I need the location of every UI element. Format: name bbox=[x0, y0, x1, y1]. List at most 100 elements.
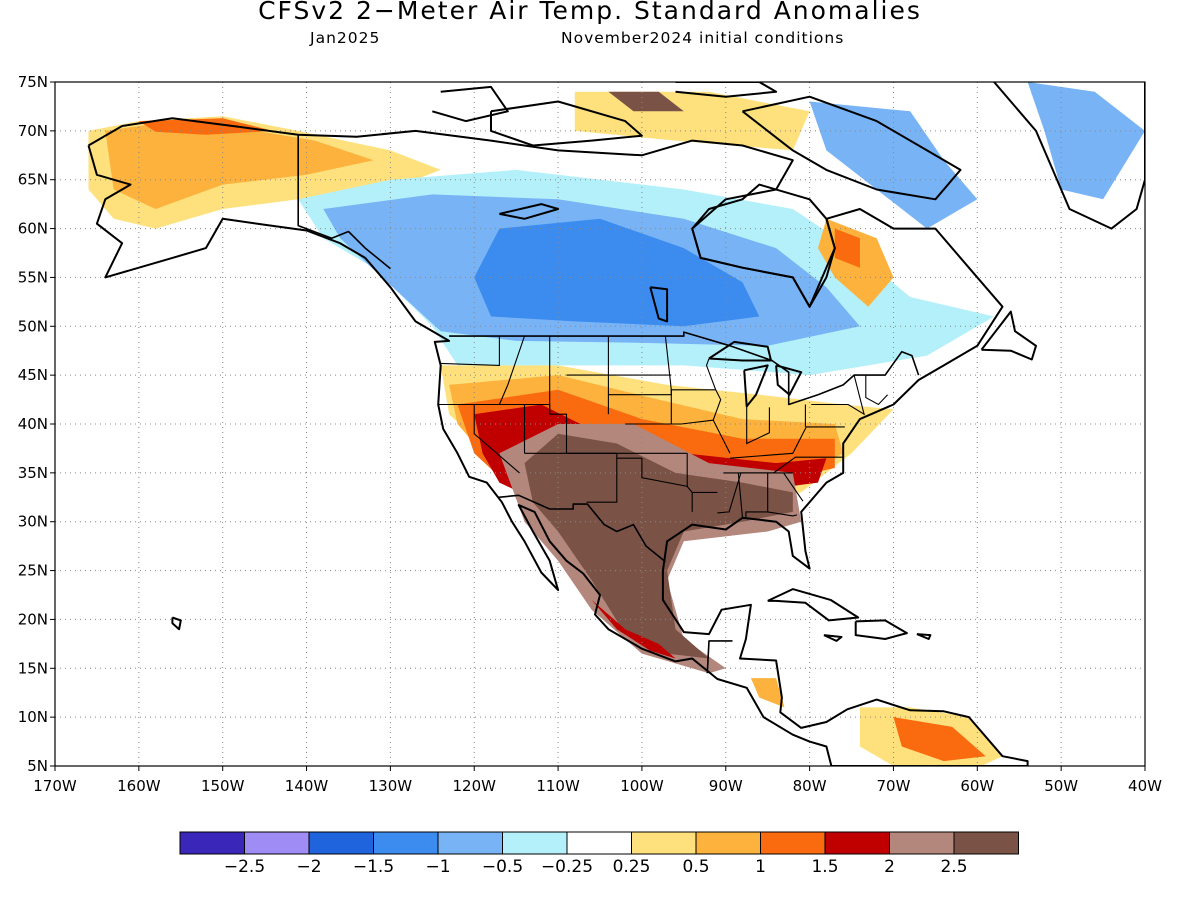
colorbar-swatch bbox=[502, 831, 568, 855]
anomaly-region-greenland-cold bbox=[1027, 82, 1145, 200]
colorbar-swatch bbox=[308, 831, 374, 855]
colorbar-swatch bbox=[566, 831, 632, 855]
state-boundary bbox=[686, 453, 693, 512]
colorbar-label: −2 bbox=[296, 857, 321, 877]
coastline-ellesmere-south bbox=[675, 82, 778, 98]
lat-tick-label: 20N bbox=[18, 610, 48, 628]
lat-tick-label: 70N bbox=[18, 122, 48, 140]
coastline-hawaii-big-island bbox=[171, 616, 182, 631]
lon-tick-label: 50W bbox=[1044, 777, 1078, 795]
colorbar-label: −0.5 bbox=[482, 857, 523, 877]
lon-tick-label: 100W bbox=[620, 777, 664, 795]
colorbar-label: −0.25 bbox=[541, 857, 593, 877]
coastline-baffin-island bbox=[741, 95, 962, 201]
border-us-canada-border bbox=[449, 331, 920, 406]
colorbar-label: −2.5 bbox=[224, 857, 265, 877]
lon-tick-label: 90W bbox=[709, 777, 743, 795]
colorbar-swatch bbox=[631, 831, 697, 855]
lat-tick-label: 10N bbox=[18, 708, 48, 726]
geography-layer bbox=[87, 82, 1145, 766]
state-boundary bbox=[712, 389, 731, 454]
lon-tick-label: 140W bbox=[285, 777, 329, 795]
axis-labels: 75N 70N 65N 60N 55N 50N 45N 40N 35N 30N 25N 20N 15N 1… bbox=[18, 73, 1162, 795]
lon-tick-label: 150W bbox=[201, 777, 245, 795]
state-boundary bbox=[745, 472, 769, 519]
state-boundary bbox=[473, 404, 520, 474]
coastline-hudson-bay bbox=[691, 183, 836, 308]
border-us-mexico-border bbox=[498, 494, 666, 563]
colorbar-label: 0.5 bbox=[682, 857, 709, 877]
border-alaska-canada-border bbox=[297, 134, 391, 270]
lon-tick-label: 160W bbox=[117, 777, 161, 795]
anomaly-region-arctic-islands-brown bbox=[608, 91, 684, 112]
colorbar: −2.5 −2 −1.5 −1 −0.5 −0.25 0.25 0.5 1 1.5 2 2.5 bbox=[179, 831, 1019, 877]
colorbar-swatch bbox=[695, 831, 761, 855]
anomaly-region-labrador-cold bbox=[809, 101, 978, 229]
lat-tick-label: 45N bbox=[18, 366, 48, 384]
lat-tick-label: 65N bbox=[18, 171, 48, 189]
lon-tick-label: 70W bbox=[877, 777, 911, 795]
state-boundary bbox=[498, 335, 526, 405]
map-title: CFSv2 2−Meter Air Temp. Standard Anomali… bbox=[258, 0, 922, 25]
lat-tick-label: 55N bbox=[18, 268, 48, 286]
state-boundary bbox=[767, 511, 798, 517]
coastline-lake-michigan bbox=[743, 364, 769, 408]
lat-tick-label: 35N bbox=[18, 464, 48, 482]
state-boundary bbox=[729, 426, 845, 459]
coastline-banks-island bbox=[432, 85, 509, 123]
state-boundary bbox=[737, 472, 744, 518]
coastline-cuba bbox=[767, 588, 860, 622]
colorbar-swatch bbox=[953, 831, 1019, 855]
state-boundary bbox=[746, 406, 770, 445]
anomaly-region-southwest-mexico-hottest bbox=[524, 433, 793, 659]
colorbar-label: 2 bbox=[884, 857, 895, 877]
colorbar-swatch bbox=[824, 831, 890, 855]
colorbar-swatch bbox=[437, 831, 503, 855]
colorbar-label: 1.5 bbox=[811, 857, 838, 877]
lon-tick-label: 60W bbox=[960, 777, 994, 795]
state-boundary bbox=[865, 375, 889, 406]
coastline-north-america-coast bbox=[87, 117, 1029, 766]
colorbar-swatch bbox=[244, 831, 310, 855]
state-boundary bbox=[440, 336, 500, 366]
colorbar-label: 0.25 bbox=[613, 857, 651, 877]
coastline-newfoundland bbox=[980, 310, 1037, 361]
colorbar-swatch bbox=[889, 831, 955, 855]
anomaly-region-venezuela-warm-core bbox=[893, 717, 986, 762]
lat-tick-label: 30N bbox=[18, 513, 48, 531]
lon-tick-label: 120W bbox=[452, 777, 496, 795]
state-boundary bbox=[608, 389, 716, 396]
lon-tick-label: 40W bbox=[1128, 777, 1162, 795]
anomaly-region-mexico-pacific-red bbox=[591, 599, 676, 659]
colorbar-swatch bbox=[373, 831, 439, 855]
anomaly-region-alaska-north-slope bbox=[138, 118, 273, 135]
coastline-lake-superior bbox=[708, 340, 772, 362]
lat-tick-label: 40N bbox=[18, 415, 48, 433]
lon-tick-label: 130W bbox=[369, 777, 413, 795]
lat-tick-label: 5N bbox=[27, 757, 48, 775]
lat-tick-label: 75N bbox=[18, 73, 48, 91]
target-month-label: Jan2025 bbox=[310, 29, 381, 47]
state-boundary bbox=[625, 419, 715, 425]
lat-tick-label: 50N bbox=[18, 317, 48, 335]
colorbar-label: 2.5 bbox=[940, 857, 967, 877]
anomaly-region-canada-cold-core bbox=[474, 218, 760, 327]
lat-tick-label: 25N bbox=[18, 562, 48, 580]
lat-tick-label: 15N bbox=[18, 659, 48, 677]
coastline-jamaica bbox=[823, 634, 843, 642]
anomaly-region-quebec-warm-core bbox=[834, 228, 860, 268]
colorbar-swatch bbox=[760, 831, 826, 855]
coastline-greenland-coast bbox=[993, 82, 1145, 230]
coastline-great-slave-lake bbox=[499, 203, 560, 220]
state-boundary bbox=[811, 374, 865, 416]
state-boundary bbox=[705, 358, 717, 390]
lon-tick-label: 80W bbox=[793, 777, 827, 795]
lat-tick-label: 60N bbox=[18, 220, 48, 238]
state-boundary bbox=[616, 457, 689, 488]
colorbar-label: −1 bbox=[425, 857, 450, 877]
anomaly-region-alaska-warm-core bbox=[105, 121, 374, 209]
border-mexico-guatemala-border bbox=[706, 640, 733, 674]
lon-tick-label: 170W bbox=[33, 777, 77, 795]
coastline-hispaniola bbox=[854, 619, 908, 640]
